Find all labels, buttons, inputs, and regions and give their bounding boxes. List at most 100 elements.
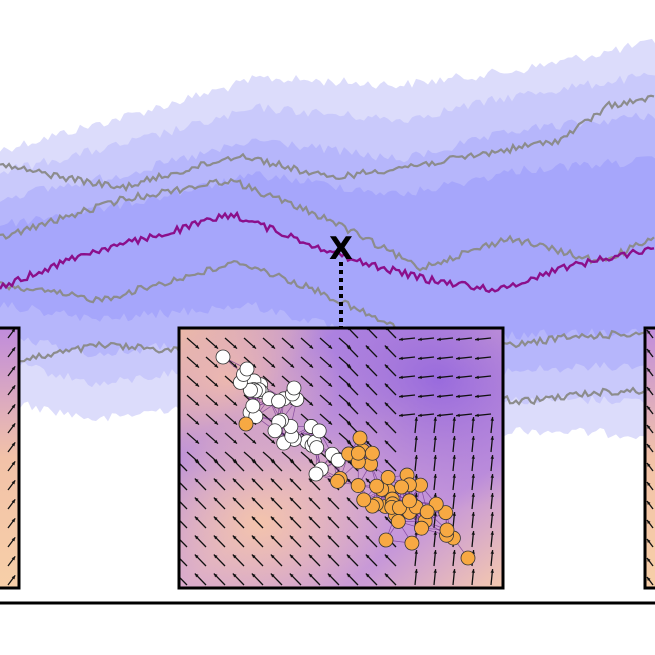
orange-node-43 [378, 532, 394, 548]
orange-node-38 [364, 445, 380, 461]
left-panel-frame [0, 326, 21, 590]
right-arrow-head-7 [647, 463, 651, 467]
center-arrow-head-155 [213, 497, 218, 502]
center-arrow-head-213 [346, 554, 351, 559]
center-arrow-head-195 [327, 535, 332, 540]
right-field-panel [643, 326, 655, 590]
center-arrow-head-218 [452, 550, 456, 554]
white-node-35 [239, 361, 255, 377]
center-arrow-head-177 [308, 516, 313, 521]
center-vector-field [179, 328, 494, 586]
orange-node-32 [402, 493, 417, 509]
median-path [0, 210, 655, 294]
center-arrow-head-101 [490, 417, 494, 421]
center-arrow-head-88 [252, 439, 257, 444]
center-arrow-head-68 [195, 420, 200, 425]
center-arrow-head-227 [289, 573, 294, 578]
center-arrow-head-165 [414, 493, 418, 497]
center-arrow-head-63 [399, 394, 403, 399]
center-arrow-head-123 [251, 459, 256, 464]
center-arrow-head-220 [490, 550, 494, 554]
center-arrow-head-31 [437, 356, 441, 361]
center-arrow-head-145 [346, 478, 351, 483]
center-arrow-head-38 [271, 382, 276, 387]
center-arrow-head-35 [214, 382, 219, 387]
right-arrow-head-5 [647, 425, 651, 429]
center-arrow-head-69 [214, 420, 219, 425]
right-arrow-head-10 [647, 520, 651, 524]
center-arrow-head-230 [346, 573, 351, 578]
center-panel-frame [177, 326, 505, 590]
center-arrow-head-6 [309, 344, 314, 349]
sample-path-2 [0, 177, 655, 272]
center-arrow-head-211 [308, 554, 313, 559]
orange-node-41 [352, 430, 368, 446]
center-arrow-head-146 [365, 478, 370, 483]
center-arrow-head-223 [213, 573, 218, 578]
center-arrow-head-135 [490, 455, 494, 459]
center-arrow-head-116 [452, 436, 456, 440]
center-arrow-head-120 [194, 459, 199, 464]
center-arrow-head-207 [232, 554, 237, 559]
left-arrow-head-12 [11, 556, 16, 561]
center-arrow-head-46 [399, 375, 403, 380]
center-arrow-head-65 [437, 394, 441, 399]
center-arrow-head-209 [270, 554, 275, 559]
right-arrow-head-11 [647, 539, 651, 543]
sample-path-1 [0, 94, 655, 193]
center-arrow-head-85 [195, 439, 200, 444]
left-arrow-head-10 [11, 518, 16, 523]
center-arrow-head-100 [471, 417, 475, 421]
center-arrow-head-167 [452, 493, 456, 497]
right-arrow-head-12 [647, 558, 651, 562]
left-arrow-head-6 [11, 442, 16, 447]
center-arrow-head-117 [471, 436, 475, 440]
center-arrow-head-205 [194, 554, 199, 559]
center-arrow-shaft-187 [179, 537, 188, 548]
right-arrow-head-6 [647, 444, 651, 448]
center-arrow-head-79 [384, 402, 389, 407]
center-arrow-head-179 [346, 516, 351, 521]
right-arrow-head-9 [647, 501, 651, 505]
center-arrow-head-237 [490, 569, 494, 573]
center-arrow-head-58 [328, 401, 333, 406]
center-arrow-head-225 [251, 573, 256, 578]
center-arrow-head-78 [365, 402, 370, 407]
center-arrow-head-188 [194, 535, 199, 540]
center-arrow-head-200 [433, 531, 437, 535]
center-arrow-head-52 [214, 401, 219, 406]
center-arrow-head-99 [452, 417, 456, 421]
center-arrow-shaft-119 [179, 461, 188, 472]
center-arrow-head-60 [346, 383, 351, 388]
center-arrow-head-89 [271, 439, 276, 444]
center-arrow-head-206 [213, 554, 218, 559]
white-node-19 [309, 440, 325, 456]
center-arrow-head-149 [433, 474, 437, 478]
center-arrow-head-111 [346, 440, 351, 445]
white-node-37 [308, 466, 324, 482]
center-arrow-head-138 [213, 478, 218, 483]
center-arrow-head-178 [327, 516, 332, 521]
center-arrow-head-130 [384, 459, 389, 464]
center-arrow-head-34 [195, 382, 200, 387]
center-arrow-head-208 [251, 554, 256, 559]
orange-node-28 [356, 492, 372, 508]
orange-node-17 [414, 520, 429, 536]
center-arrow-head-134 [471, 455, 475, 459]
center-arrow-head-124 [270, 459, 275, 464]
center-arrow-head-190 [232, 535, 237, 540]
center-arrow-head-158 [270, 497, 275, 502]
center-arrow-head-216 [414, 550, 418, 554]
center-arrow-head-235 [452, 569, 456, 573]
left-arrow-head-9 [11, 499, 16, 504]
center-arrow-head-131 [414, 455, 418, 459]
center-arrow-head-112 [365, 440, 370, 445]
center-arrow-head-203 [490, 531, 494, 535]
white-node-31 [245, 398, 261, 414]
center-arrow-head-86 [214, 439, 219, 444]
center-arrow-head-172 [213, 516, 218, 521]
center-arrow-shaft-204 [179, 556, 188, 567]
marker-label: X [329, 231, 353, 267]
left-arrow-head-1 [11, 347, 16, 352]
right-arrow-head-3 [647, 387, 651, 391]
